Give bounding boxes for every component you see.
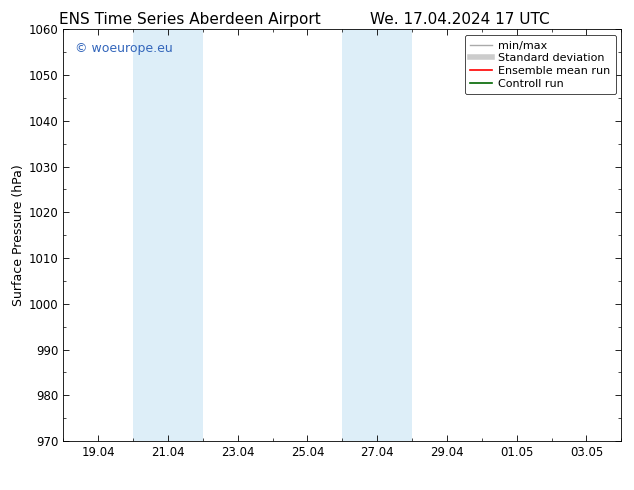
Bar: [133, 29, 203, 441]
Text: We. 17.04.2024 17 UTC: We. 17.04.2024 17 UTC: [370, 12, 550, 27]
Text: ENS Time Series Aberdeen Airport: ENS Time Series Aberdeen Airport: [60, 12, 321, 27]
Text: © woeurope.eu: © woeurope.eu: [75, 42, 172, 55]
Y-axis label: Surface Pressure (hPa): Surface Pressure (hPa): [11, 164, 25, 306]
Legend: min/max, Standard deviation, Ensemble mean run, Controll run: min/max, Standard deviation, Ensemble me…: [465, 35, 616, 95]
Bar: [342, 29, 412, 441]
